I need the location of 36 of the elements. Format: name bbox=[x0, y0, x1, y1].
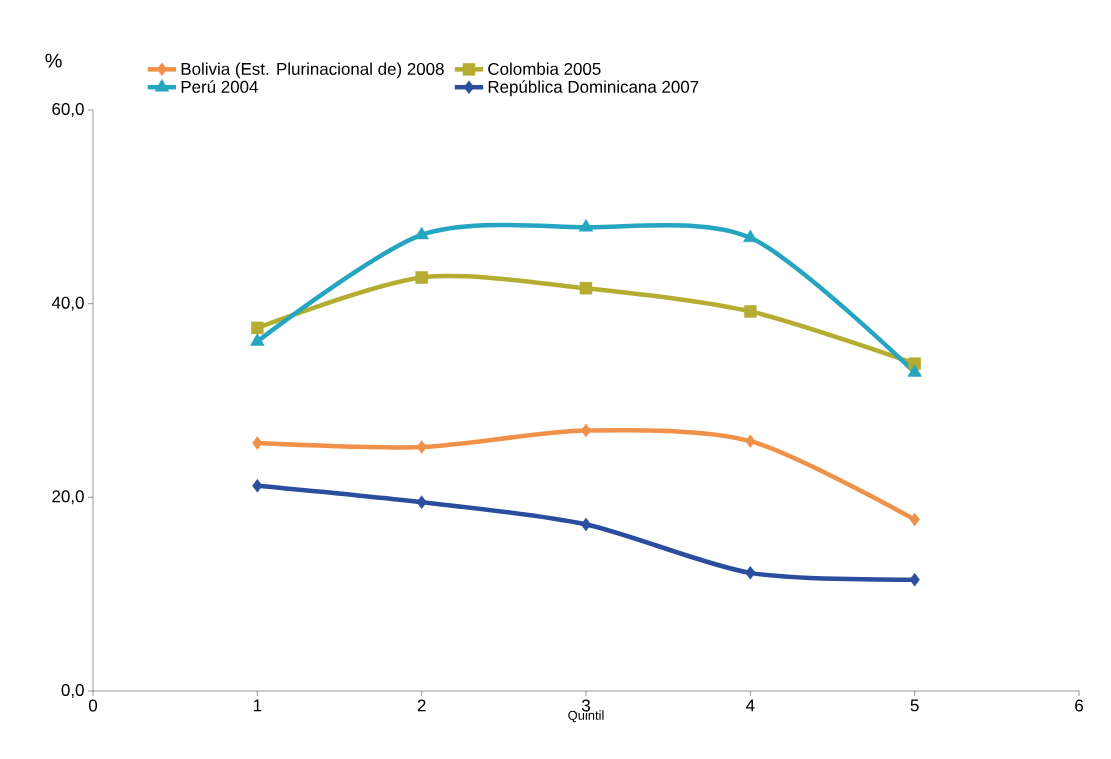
y-tick-label: 0,0 bbox=[61, 684, 84, 698]
legend-label: Colombia 2005 bbox=[488, 62, 601, 75]
y-tick-label: 20,0 bbox=[52, 490, 84, 505]
legend-label: Bolivia (Est. Plurinacional de) 2008 bbox=[181, 62, 444, 79]
point bbox=[580, 423, 592, 438]
point bbox=[251, 321, 264, 335]
x-axis-title: Quintil bbox=[568, 710, 604, 723]
y-tick-label: 40,0 bbox=[51, 296, 84, 311]
point bbox=[416, 495, 427, 509]
x-tick-label: 0 bbox=[88, 699, 98, 712]
x-tick-label: 2 bbox=[417, 699, 426, 712]
point bbox=[579, 281, 593, 295]
point bbox=[907, 364, 922, 377]
point bbox=[909, 572, 920, 587]
point bbox=[414, 226, 429, 240]
y-axis-title: % bbox=[45, 53, 62, 68]
point bbox=[252, 436, 263, 450]
point bbox=[745, 434, 756, 448]
point bbox=[250, 333, 265, 346]
point bbox=[743, 229, 758, 243]
point bbox=[578, 218, 594, 232]
x-tick-label: 5 bbox=[910, 699, 919, 712]
point bbox=[909, 512, 920, 527]
point bbox=[252, 478, 263, 493]
x-tick-label: 4 bbox=[746, 699, 755, 712]
x-tick-label: 3 bbox=[581, 699, 590, 712]
point bbox=[745, 566, 756, 580]
y-tick-label: 60,0 bbox=[52, 103, 84, 117]
point bbox=[744, 305, 757, 318]
x-tick-label: 1 bbox=[253, 699, 262, 712]
x-tick-label: 6 bbox=[1075, 699, 1083, 712]
legend-label: República Dominicana 2007 bbox=[488, 80, 699, 97]
point bbox=[580, 517, 592, 532]
point bbox=[416, 440, 427, 454]
legend-label: Perú 2004 bbox=[181, 80, 258, 93]
point bbox=[415, 271, 428, 284]
